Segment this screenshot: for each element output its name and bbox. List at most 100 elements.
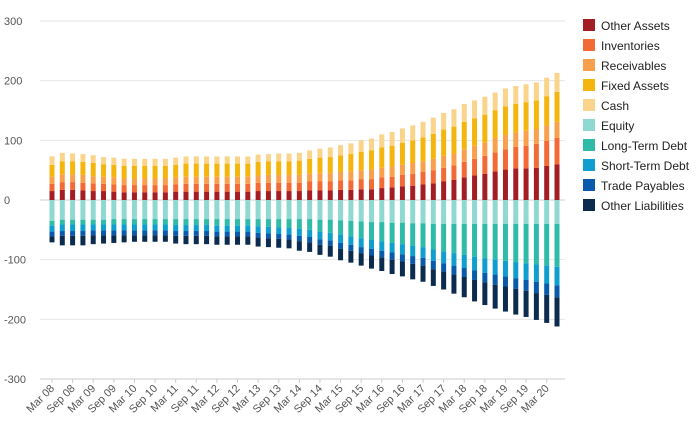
bar-segment [59,182,65,190]
bar-segment [389,252,395,260]
bar-segment [214,183,220,192]
bar-segment [265,174,271,183]
bar-segment [389,259,395,274]
bar-segment [410,200,416,224]
bar-segment [173,235,179,244]
bar-segment [389,200,395,223]
bar-segment [162,165,168,179]
bar-segment [121,230,127,236]
bar-segment [255,175,261,183]
bar-segment [101,219,107,225]
legend-label: Equity [601,119,634,133]
bar-segment [173,184,179,192]
bar-segment [235,236,241,245]
bar-segment [492,152,498,172]
bar-segment [523,279,529,291]
bar-segment [399,244,405,255]
legend-label: Short-Term Debt [601,159,690,173]
bar-segment [523,145,529,169]
bar-segment [245,200,251,220]
bar-segment [472,145,478,159]
bar-segment [80,224,86,232]
bar-segment [131,224,137,231]
bar-segment [90,176,96,184]
bar-segment [554,285,560,298]
bar-segment [296,160,302,175]
bar-segment [80,182,86,191]
bar-segment [80,219,86,225]
bar-segment [513,262,519,279]
bar-segment [235,231,241,237]
bar-segment [59,219,65,225]
legend-swatch [583,139,595,151]
bar-segment [183,156,189,164]
bar-segment [59,235,65,246]
bar-segment [513,132,519,147]
bar-segment [492,259,498,275]
bar-segment [410,140,416,164]
bar-segment [121,219,127,225]
bar-segment [276,200,282,220]
bar-segment [389,176,395,188]
bar-segment [338,220,344,235]
bar-segment [173,177,179,185]
bar-segment [451,253,457,266]
bar-segment [482,272,488,283]
bar-segment [70,153,76,162]
bar-segment [183,235,189,245]
bar-segment [338,171,344,181]
bar-segment [554,266,560,286]
bar-segment [183,231,189,236]
bar-segment [121,158,127,166]
bar-segment [162,158,168,166]
bar-segment [49,200,55,221]
bar-segment [245,156,251,164]
bar-segment [265,182,271,192]
bar-segment [49,236,55,243]
bar-segment [193,235,199,245]
bar-segment [544,283,550,295]
bar-segment [523,130,529,146]
bar-segment [533,200,539,224]
bar-segment [255,219,261,227]
bar-segment [368,248,374,256]
bar-segment [265,233,271,239]
bar-segment [492,92,498,111]
bar-segment [544,200,550,224]
bar-segment [379,241,385,251]
bar-segment [121,224,127,231]
bar-segment [327,157,333,174]
bar-segment [131,230,137,236]
bar-segment [101,230,107,236]
bar-segment [379,167,385,178]
bar-segment [399,164,405,175]
legend-label: Receivables [601,59,666,73]
bar-segment [162,185,168,193]
bar-segment [111,230,117,236]
bar-segment [544,96,550,126]
y-tick-label: -100 [4,255,26,267]
bar-segment [173,231,179,236]
bar-segment [142,219,148,225]
bar-segment [121,185,127,193]
bar-segment [554,297,560,327]
bar-segment [523,263,529,280]
bar-segment [59,152,65,162]
bar-segment [90,155,96,164]
bar-segment [554,200,560,224]
bar-segment [533,82,539,101]
bar-segment [472,279,478,302]
bar-segment [461,268,467,277]
bar-segment [410,263,416,280]
bar-segment [121,200,127,220]
bar-segment [214,236,220,245]
bar-segment [379,147,385,168]
bar-segment [235,225,241,232]
bar-segment [420,223,426,248]
bar-segment [410,173,416,186]
bar-segment [451,126,457,154]
bar-segment [533,100,539,129]
bar-segment [111,235,117,243]
bar-segment [111,224,117,231]
